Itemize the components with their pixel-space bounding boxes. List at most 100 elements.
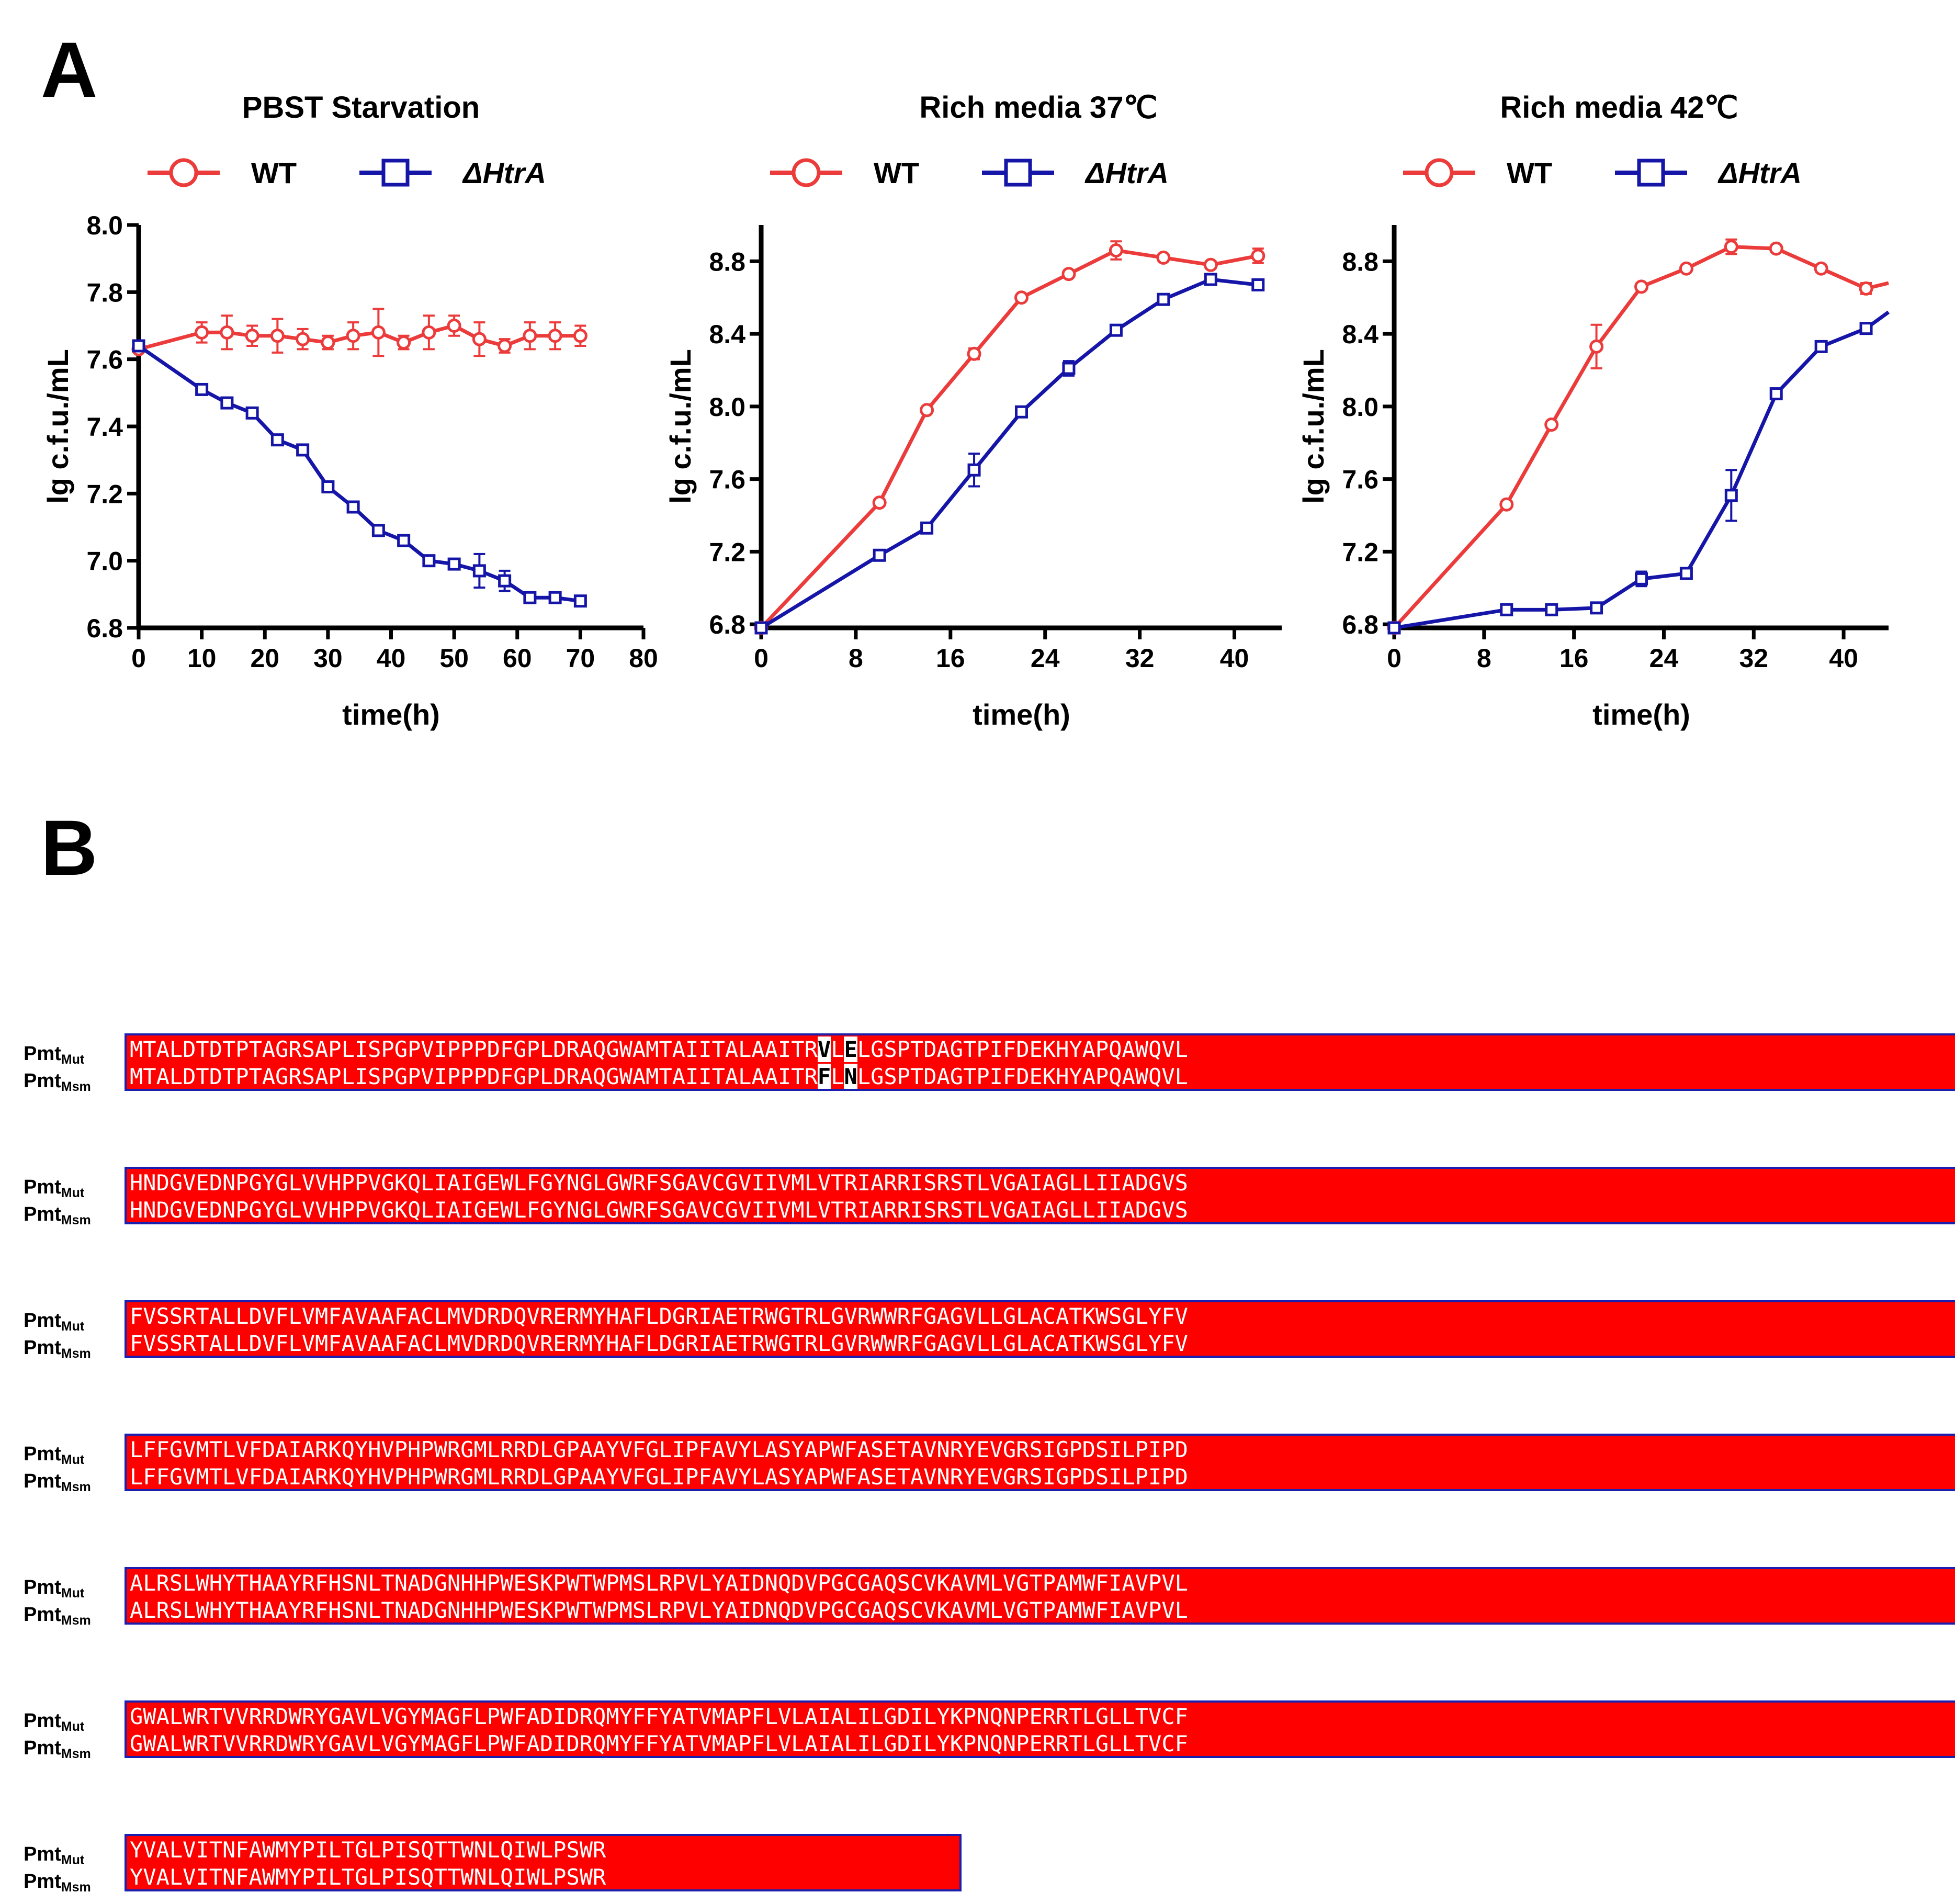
data-point-square bbox=[422, 554, 436, 568]
x-tick-label: 80 bbox=[629, 644, 658, 673]
series-wt bbox=[754, 240, 1265, 635]
x-tick-label: 10 bbox=[187, 644, 217, 673]
seq-label-text: Pmt bbox=[24, 1470, 61, 1492]
seq-label-subscript: Msm bbox=[61, 1480, 91, 1494]
sequence-segment: L bbox=[831, 1064, 844, 1089]
legend-marker-circle bbox=[792, 158, 821, 187]
data-point-circle bbox=[920, 403, 934, 418]
seq-label-subscript: Mut bbox=[61, 1719, 85, 1734]
seq-label-mut: PmtMut bbox=[24, 1444, 84, 1467]
panel-label-b: B bbox=[41, 804, 98, 892]
data-point-square bbox=[296, 443, 310, 457]
mismatch-residue: F bbox=[817, 1064, 831, 1089]
sequence-segment: ALRSLWHYTHAAYRFHSNLTNADGNHHPWESKPWTWPMSL… bbox=[130, 1597, 1188, 1623]
data-point-circle bbox=[1769, 241, 1783, 256]
x-tick-label: 32 bbox=[1125, 644, 1155, 673]
data-point-square bbox=[1590, 601, 1603, 615]
seq-label-mut: PmtMut bbox=[24, 1311, 84, 1333]
x-axis-label: time(h) bbox=[1592, 698, 1690, 731]
data-point-square bbox=[1204, 273, 1217, 286]
sequence-row-msm: GWALWRTVVRRDWRYGAVLVGYMAGFLPWFADIDRQMYFF… bbox=[130, 1731, 1188, 1756]
sequence-segment: LGSPTDAGTPIFDEKHYAPQAWQVL bbox=[857, 1037, 1188, 1062]
data-point-square bbox=[1635, 572, 1648, 585]
data-point-circle bbox=[1061, 267, 1076, 281]
data-point-square bbox=[920, 521, 934, 535]
data-point-square bbox=[498, 574, 512, 588]
x-tick-label: 24 bbox=[1031, 644, 1060, 673]
seq-label-text: Pmt bbox=[24, 1604, 61, 1626]
mismatch-residue: E bbox=[844, 1037, 857, 1062]
seq-label-text: Pmt bbox=[24, 1203, 61, 1225]
sequence-row-mut: LFFGVMTLVFDAIARKQYHVPHPWRGMLRRDLGPAAYVFG… bbox=[130, 1437, 1188, 1463]
sequence-segment: ALRSLWHYTHAAYRFHSNLTNADGNHHPWESKPWTWPMSL… bbox=[130, 1570, 1188, 1596]
mismatch-residue: V bbox=[817, 1037, 831, 1062]
y-axis-label: lg c.f.u./mL bbox=[664, 349, 697, 504]
seq-label-text: Pmt bbox=[24, 1871, 61, 1892]
y-tick-label: 8.0 bbox=[1342, 392, 1378, 422]
sequence-row-msm: YVALVITNFAWMYPILTGLPISQTTWNLQIWLPSWR bbox=[130, 1864, 606, 1889]
data-point-square bbox=[1062, 362, 1076, 375]
chart-title: Rich media 37℃ bbox=[919, 91, 1157, 125]
seq-label-text: Pmt bbox=[24, 1843, 61, 1865]
y-tick-label: 8.0 bbox=[709, 392, 745, 422]
data-point-circle bbox=[1859, 281, 1873, 296]
data-point-circle bbox=[1634, 279, 1648, 294]
seq-label-msm: PmtMsm bbox=[24, 1071, 91, 1094]
y-axis-label: lg c.f.u./mL bbox=[41, 349, 74, 504]
seq-label-msm: PmtMsm bbox=[24, 1471, 91, 1494]
sequence-segment: HNDGVEDNPGYGLVVHPPVGKQLIAIGEWLFGYNGLGWRF… bbox=[130, 1197, 1188, 1223]
sequence-segment: MTALDTDTPTAGRSAPLISPGPVIPPPDFGPLDRAQGWAM… bbox=[130, 1064, 818, 1089]
sequence-segment: GWALWRTVVRRDWRYGAVLVGYMAGFLPWFADIDRQMYFF… bbox=[130, 1704, 1188, 1729]
x-axis-label: time(h) bbox=[342, 698, 440, 731]
x-tick-label: 50 bbox=[439, 644, 469, 673]
seq-label-subscript: Msm bbox=[61, 1747, 91, 1761]
alignment-box: GWALWRTVVRRDWRYGAVLVGYMAGFLPWFADIDRQMYFF… bbox=[125, 1700, 1955, 1758]
series-htra bbox=[754, 273, 1265, 635]
data-point-circle bbox=[245, 329, 259, 343]
y-tick-label: 8.8 bbox=[1342, 247, 1378, 276]
data-point-square bbox=[245, 406, 259, 420]
data-point-square bbox=[220, 396, 234, 410]
seq-label-subscript: Msm bbox=[61, 1880, 91, 1895]
seq-label-msm: PmtMsm bbox=[24, 1605, 91, 1627]
sequence-row-mut: FVSSRTALLDVFLVMFAVAAFACLMVDRDQVRERMYHAFL… bbox=[130, 1303, 1188, 1330]
data-point-square bbox=[573, 594, 587, 608]
alignment-box: LFFGVMTLVFDAIARKQYHVPHPWRGMLRRDLGPAAYVFG… bbox=[125, 1434, 1955, 1491]
data-point-circle bbox=[872, 495, 887, 510]
data-point-circle bbox=[967, 346, 981, 361]
seq-label-text: Pmt bbox=[24, 1337, 61, 1359]
sequence-row-msm: MTALDTDTPTAGRSAPLISPGPVIPPPDFGPLDRAQGWAM… bbox=[130, 1064, 1188, 1089]
y-tick-label: 7.6 bbox=[1342, 465, 1378, 494]
data-point-square bbox=[1679, 567, 1693, 580]
sequence-row-mut: ALRSLWHYTHAAYRFHSNLTNADGNHHPWESKPWTWPMSL… bbox=[130, 1570, 1188, 1596]
x-tick-label: 40 bbox=[377, 644, 406, 673]
sequence-row-msm: FVSSRTALLDVFLVMFAVAAFACLMVDRDQVRERMYHAFL… bbox=[130, 1331, 1188, 1356]
data-point-circle bbox=[346, 329, 360, 343]
sequence-segment: MTALDTDTPTAGRSAPLISPGPVIPPPDFGPLDRAQGWAM… bbox=[130, 1037, 818, 1062]
data-point-circle bbox=[1499, 497, 1514, 512]
alignment-box: HNDGVEDNPGYGLVVHPPVGKQLIAIGEWLFGYNGLGWRF… bbox=[125, 1167, 1955, 1224]
chart-1: PBST Starvation WT ΔHtrA 6.8 7.0 7.2 7.4 7.6 7.8… bbox=[41, 91, 658, 731]
data-point-square bbox=[472, 564, 486, 578]
seq-label-msm: PmtMsm bbox=[24, 1738, 91, 1761]
growth-curve-charts: PBST Starvation WT ΔHtrA 6.8 7.0 7.2 7.4 7.6 7.8… bbox=[41, 91, 1890, 731]
y-axis-label: lg c.f.u./mL bbox=[1297, 349, 1330, 504]
y-tick-label: 7.6 bbox=[86, 345, 123, 375]
seq-label-msm: PmtMsm bbox=[24, 1338, 91, 1360]
seq-label-text: Pmt bbox=[24, 1070, 61, 1092]
data-point-square bbox=[1545, 603, 1558, 616]
sequence-segment: FVSSRTALLDVFLVMFAVAAFACLMVDRDQVRERMYHAFL… bbox=[130, 1303, 1188, 1329]
data-point-square bbox=[346, 500, 360, 514]
y-tick-label: 8.0 bbox=[86, 211, 123, 240]
x-tick-label: 8 bbox=[1477, 644, 1491, 673]
data-point-square bbox=[1500, 603, 1513, 616]
sequence-segment: LGSPTDAGTPIFDEKHYAPQAWQVL bbox=[857, 1064, 1188, 1089]
sequence-row-msm: ALRSLWHYTHAAYRFHSNLTNADGNHHPWESKPWTWPMSL… bbox=[130, 1597, 1188, 1623]
x-tick-label: 20 bbox=[250, 644, 279, 673]
legend-marker-circle bbox=[1425, 158, 1454, 187]
series-line bbox=[760, 277, 1259, 629]
seq-label-mut: PmtMut bbox=[24, 1177, 84, 1200]
seq-label-text: Pmt bbox=[24, 1043, 61, 1065]
seq-label-subscript: Msm bbox=[61, 1346, 91, 1361]
seq-label-subscript: Msm bbox=[61, 1079, 91, 1094]
